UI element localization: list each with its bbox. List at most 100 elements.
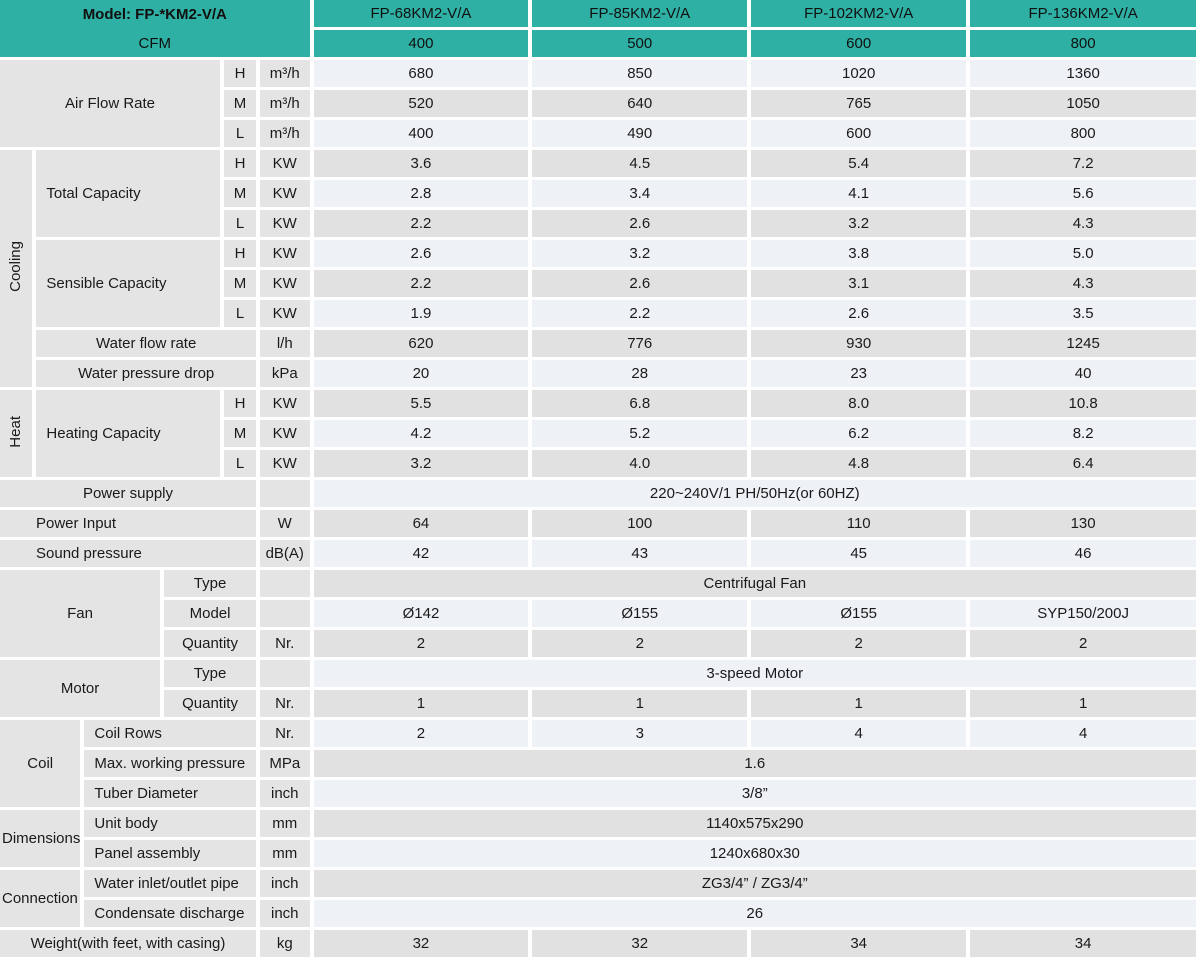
unit-label: MPa — [259, 750, 310, 777]
air-flow-rate-label: Air Flow Rate — [0, 60, 221, 147]
dimensions-section-label: Dimensions — [0, 810, 81, 867]
unit-label — [259, 480, 310, 507]
cfm-header-label: CFM — [138, 35, 172, 52]
total-capacity-label: Total Capacity — [36, 150, 221, 237]
table-row: Sound pressure dB(A) 42 43 45 46 — [0, 540, 1196, 567]
value-cell: 64 — [313, 510, 529, 537]
motor-type-value: 3-speed Motor — [313, 660, 1196, 687]
table-row: Quantity Nr. 1 1 1 1 — [0, 690, 1196, 717]
table-row: Power Input W 64 100 110 130 — [0, 510, 1196, 537]
value-cell: 4.8 — [751, 450, 967, 477]
cooling-section-label-text: Cooling — [7, 241, 25, 293]
table-row: Cooling Total Capacity H KW 3.6 4.5 5.4 7.2 — [0, 150, 1196, 387]
model-name-cell: FP-136KM2-V/A — [970, 0, 1196, 27]
speed-level-label: M — [224, 270, 256, 297]
speed-level-label: L — [224, 450, 256, 477]
unit-label: inch — [259, 780, 310, 807]
unit-body-value: 1140x575x290 — [313, 810, 1196, 837]
speed-level-label: H — [224, 150, 256, 177]
coil-section-label: Coil — [0, 720, 81, 807]
value-cell: Ø142 — [313, 600, 529, 627]
value-cell: 2.2 — [313, 210, 529, 237]
speed-level-label: M — [224, 180, 256, 207]
table-row: Weight(with feet, with casing) kg 32 32 34 34 — [0, 930, 1196, 957]
value-cell: 4.1 — [751, 180, 967, 207]
value-cell: Ø155 — [532, 600, 748, 627]
condensate-discharge-label: Condensate discharge — [84, 900, 256, 927]
table-row: Tuber Diameter inch 3/8” — [0, 780, 1196, 807]
table-row: Power supply 220~240V/1 PH/50Hz(or 60HZ) — [0, 480, 1196, 507]
unit-label: m³/h — [259, 60, 310, 87]
value-cell: 850 — [532, 60, 748, 87]
value-cell: 23 — [751, 360, 967, 387]
unit-label: dB(A) — [259, 540, 310, 567]
power-input-label: Power Input — [0, 510, 256, 537]
value-cell: 640 — [532, 90, 748, 117]
table-row: Water pressure drop kPa 20 28 23 40 — [0, 360, 1196, 387]
speed-level-label: L — [224, 210, 256, 237]
unit-label — [259, 600, 310, 627]
fan-type-label: Type — [164, 570, 256, 597]
table-row: Motor Type 3-speed Motor — [0, 660, 1196, 717]
unit-label: KW — [259, 240, 310, 267]
value-cell: 32 — [313, 930, 529, 957]
unit-label: KW — [259, 420, 310, 447]
value-cell: 3.8 — [751, 240, 967, 267]
heat-section-label-text: Heat — [7, 415, 25, 448]
table-row: L KW 1.9 2.2 2.6 3.5 — [0, 300, 1196, 327]
value-cell: 6.8 — [532, 390, 748, 417]
model-name-cell: FP-68KM2-V/A — [313, 0, 529, 27]
cooling-section-label: Cooling — [0, 150, 33, 387]
unit-label: KW — [259, 210, 310, 237]
unit-label: l/h — [259, 330, 310, 357]
unit-label — [259, 570, 310, 597]
condensate-discharge-value: 26 — [313, 900, 1196, 927]
value-cell: Ø155 — [751, 600, 967, 627]
value-cell: 2 — [313, 630, 529, 657]
value-cell: 1 — [313, 690, 529, 717]
value-cell: 6.2 — [751, 420, 967, 447]
value-cell: 800 — [970, 120, 1196, 147]
table-row: L KW 2.2 2.6 3.2 4.3 — [0, 210, 1196, 237]
table-row: Model Ø142 Ø155 Ø155 SYP150/200J — [0, 600, 1196, 627]
value-cell: 1 — [970, 690, 1196, 717]
value-cell: 4 — [970, 720, 1196, 747]
speed-level-label: L — [224, 300, 256, 327]
value-cell: 5.6 — [970, 180, 1196, 207]
max-working-pressure-label: Max. working pressure — [84, 750, 256, 777]
value-cell: 34 — [970, 930, 1196, 957]
unit-label: KW — [259, 390, 310, 417]
fan-model-label: Model — [164, 600, 256, 627]
table-row: Coil Coil Rows Nr. 2 3 4 4 — [0, 720, 1196, 807]
value-cell: 600 — [751, 120, 967, 147]
power-supply-label: Power supply — [0, 480, 256, 507]
value-cell: 5.4 — [751, 150, 967, 177]
value-cell: 1020 — [751, 60, 967, 87]
value-cell: 5.2 — [532, 420, 748, 447]
value-cell: 400 — [313, 120, 529, 147]
value-cell: 2.6 — [751, 300, 967, 327]
unit-label: inch — [259, 870, 310, 897]
value-cell: 2.2 — [532, 300, 748, 327]
unit-label: kg — [259, 930, 310, 957]
value-cell: 2.6 — [532, 210, 748, 237]
value-cell: 100 — [532, 510, 748, 537]
value-cell: 2.2 — [313, 270, 529, 297]
table-row: L KW 3.2 4.0 4.8 6.4 — [0, 450, 1196, 477]
value-cell: 7.2 — [970, 150, 1196, 177]
speed-level-label: H — [224, 390, 256, 417]
fan-quantity-label: Quantity — [164, 630, 256, 657]
value-cell: 2.6 — [313, 240, 529, 267]
panel-assembly-value: 1240x680x30 — [313, 840, 1196, 867]
value-cell: 4.0 — [532, 450, 748, 477]
unit-body-label: Unit body — [84, 810, 256, 837]
value-cell: 8.0 — [751, 390, 967, 417]
value-cell: 4.2 — [313, 420, 529, 447]
value-cell: 45 — [751, 540, 967, 567]
unit-label: KW — [259, 450, 310, 477]
unit-label: mm — [259, 810, 310, 837]
value-cell: 3 — [532, 720, 748, 747]
